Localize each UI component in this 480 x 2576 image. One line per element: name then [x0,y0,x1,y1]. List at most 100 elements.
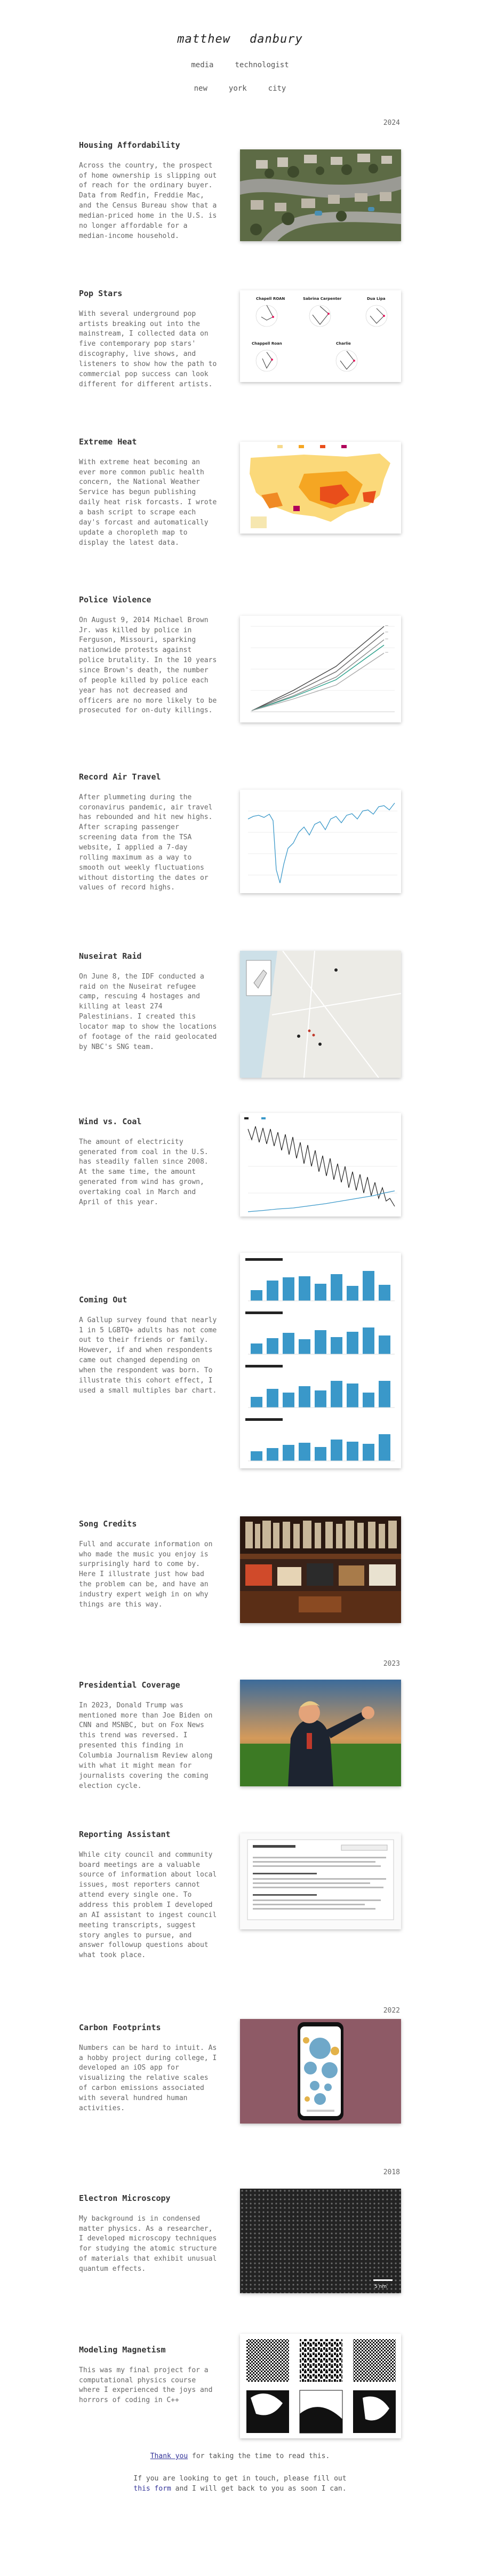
year-label-2022: 2022 [383,2007,400,2015]
project-description: With several underground pop artists bre… [79,309,217,388]
project-description: Across the country, the prospect of home… [79,161,217,240]
radar-label-1: Chapell ROAN [256,297,285,301]
svg-text:—: — [385,650,388,654]
site-header: matthew danbury media technologist new york… [0,0,480,94]
footer-thanks: Thank you for taking the time to read th… [0,2452,480,2462]
project-modeling-magnetism[interactable]: Modeling Magnetism This was my final pro… [79,2334,401,2451]
project-text: Coming Out A Gallup survey found that ne… [79,1294,219,1396]
rally-photo-icon[interactable] [240,1680,401,1786]
project-wind-vs-coal[interactable]: Wind vs. Coal The amount of electricity … [79,1113,401,1223]
carbon-footprint-app-mockup [240,2019,401,2124]
atomic-lattice-image: 5 nm [240,2189,401,2293]
phone-app-icon[interactable] [240,2019,401,2124]
project-description: Full and accurate information on who mad… [79,1540,213,1609]
line-chart-icon[interactable]: — — — — [240,616,401,722]
project-text: Modeling Magnetism This was my final pro… [79,2344,219,2406]
project-description: On June 8, the IDF conducted a raid on t… [79,972,217,1051]
locator-map-icon[interactable] [240,951,401,1078]
project-description: A Gallup survey found that nearly 1 in 5… [79,1316,217,1395]
project-description: This was my final project for a computat… [79,2366,213,2405]
project-title[interactable]: Housing Affordability [79,140,180,150]
nav-row-location: new york city [0,83,480,94]
record-store-photo [240,1516,401,1623]
project-title[interactable]: Presidential Coverage [79,1680,180,1690]
document-screenshot-icon[interactable] [240,1833,401,1929]
project-title[interactable]: Extreme Heat [79,437,137,447]
scale-bar-label: 5 nm [374,2284,387,2289]
small-multiples-icon[interactable] [240,1253,401,1468]
police-killings-line-chart: — — — — [240,616,401,722]
nav-media[interactable]: media [191,60,214,69]
project-electron-microscopy[interactable]: Electron Microscopy My background is in … [79,2189,401,2300]
footer-contact-post: and I will get back to you as soon I can… [171,2485,347,2493]
project-nuseirat-raid[interactable]: Nuseirat Raid On June 8, the IDF conduct… [79,951,401,1078]
project-extreme-heat[interactable]: Extreme Heat With extreme heat becoming … [79,436,401,547]
thank-you-link[interactable]: Thank you [150,2452,188,2460]
project-title[interactable]: Reporting Assistant [79,1830,171,1839]
site-title[interactable]: matthew danbury [0,31,480,48]
wind-coal-chart-icon[interactable] [240,1113,401,1217]
atomic-lattice-icon[interactable]: 5 nm [240,2189,401,2293]
project-carbon-footprints[interactable]: Carbon Footprints Numbers can be hard to… [79,2019,401,2129]
radar-charts: Chapell ROAN Sabrina Carpenter Dua Lipa … [240,290,401,382]
radar-label-4: Chappell Roan [252,341,282,346]
reporting-assistant-screenshot [240,1833,401,1929]
project-title[interactable]: Coming Out [79,1295,127,1305]
project-title[interactable]: Electron Microscopy [79,2193,171,2203]
project-description: With extreme heat becoming an ever more … [79,458,217,547]
svg-text:—: — [385,624,388,627]
record-store-photo-icon[interactable] [240,1516,401,1623]
project-title[interactable]: Song Credits [79,1519,137,1529]
project-coming-out[interactable]: Coming Out A Gallup survey found that ne… [79,1253,401,1468]
nav-row-primary: media technologist [0,60,480,70]
footer-contact-pre: If you are looking to get in touch, plea… [133,2474,347,2483]
contact-form-link[interactable]: this form [133,2485,171,2493]
project-title[interactable]: Record Air Travel [79,772,161,782]
project-text: Song Credits Full and accurate informati… [79,1518,219,1610]
site-name-first[interactable]: matthew [177,33,230,46]
nav-city: city [268,84,286,93]
project-description: My background is in condensed matter phy… [79,2214,217,2273]
year-label-2018: 2018 [383,2168,400,2176]
svg-text:—: — [385,637,388,641]
svg-text:—: — [385,630,388,634]
radar-label-3: Dua Lipa [367,297,386,301]
project-text: Wind vs. Coal The amount of electricity … [79,1116,219,1208]
project-song-credits[interactable]: Song Credits Full and accurate informati… [79,1516,401,1625]
project-reporting-assistant[interactable]: Reporting Assistant While city council a… [79,1829,401,1959]
project-record-air-travel[interactable]: Record Air Travel After plummeting durin… [79,772,401,893]
project-pop-stars[interactable]: Pop Stars With several underground pop a… [79,288,401,395]
project-title[interactable]: Carbon Footprints [79,2023,161,2032]
project-text: Presidential Coverage In 2023, Donald Tr… [79,1680,219,1791]
radar-charts-icon[interactable]: Chapell ROAN Sabrina Carpenter Dua Lipa … [240,290,401,382]
project-title[interactable]: Pop Stars [79,289,123,298]
project-police-violence[interactable]: Police Violence On August 9, 2014 Michae… [79,594,401,722]
heat-map-icon[interactable] [240,442,401,534]
rally-photo [240,1680,401,1786]
project-text: Reporting Assistant While city council a… [79,1829,219,1961]
ising-model-grid [240,2334,401,2438]
project-title[interactable]: Wind vs. Coal [79,1117,142,1126]
project-description: After plummeting during the coronavirus … [79,793,213,892]
ising-model-icon[interactable] [240,2334,401,2438]
site-footer: Thank you for taking the time to read th… [0,2452,480,2494]
project-description: While city council and community board m… [79,1850,217,1960]
project-text: Housing Affordability Across the country… [79,140,219,242]
nav-new: new [194,84,207,93]
project-housing-affordability[interactable]: Housing Affordability Across the country… [79,140,401,247]
site-name-last[interactable]: danbury [250,33,303,46]
nav-technologist[interactable]: technologist [235,60,289,69]
aerial-suburb-photo-icon[interactable] [240,149,401,241]
project-presidential-coverage[interactable]: Presidential Coverage In 2023, Donald Tr… [79,1680,401,1790]
project-title[interactable]: Modeling Magnetism [79,2345,166,2355]
radar-label-2: Sabrina Carpenter [303,297,342,301]
project-text: Electron Microscopy My background is in … [79,2193,219,2275]
year-label-2023: 2023 [383,1660,400,1668]
project-title[interactable]: Police Violence [79,595,151,605]
time-series-icon[interactable] [240,790,401,893]
coming-out-small-multiples [240,1253,401,1468]
project-text: Police Violence On August 9, 2014 Michae… [79,594,219,716]
year-label-2024: 2024 [383,119,400,127]
project-title[interactable]: Nuseirat Raid [79,951,142,961]
